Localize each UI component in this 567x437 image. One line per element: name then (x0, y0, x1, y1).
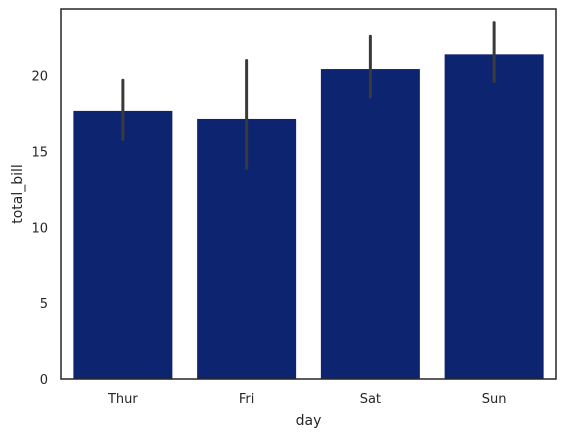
y-tick-label: 0 (40, 373, 48, 388)
bar-sun (444, 54, 544, 380)
x-axis-ticks: Thur Fri Sat Sun (107, 392, 507, 407)
y-tick-label: 20 (31, 70, 48, 85)
x-tick-label: Sat (360, 392, 381, 407)
y-tick-label: 15 (31, 146, 48, 161)
x-axis-label: day (296, 413, 322, 429)
plot-frame (60, 8, 557, 380)
x-tick-label: Fri (239, 392, 255, 407)
x-tick-label: Sun (482, 392, 507, 407)
error-bars-group (121, 21, 496, 170)
bar-thur (73, 110, 173, 379)
x-tick-label: Thur (107, 392, 138, 407)
bars-group (73, 54, 544, 380)
bar-sat (320, 69, 420, 379)
y-tick-label: 5 (40, 297, 48, 312)
y-axis-ticks: 0 5 10 15 20 (31, 70, 48, 388)
y-axis-label: total_bill (10, 164, 26, 224)
y-tick-label: 10 (31, 221, 48, 236)
